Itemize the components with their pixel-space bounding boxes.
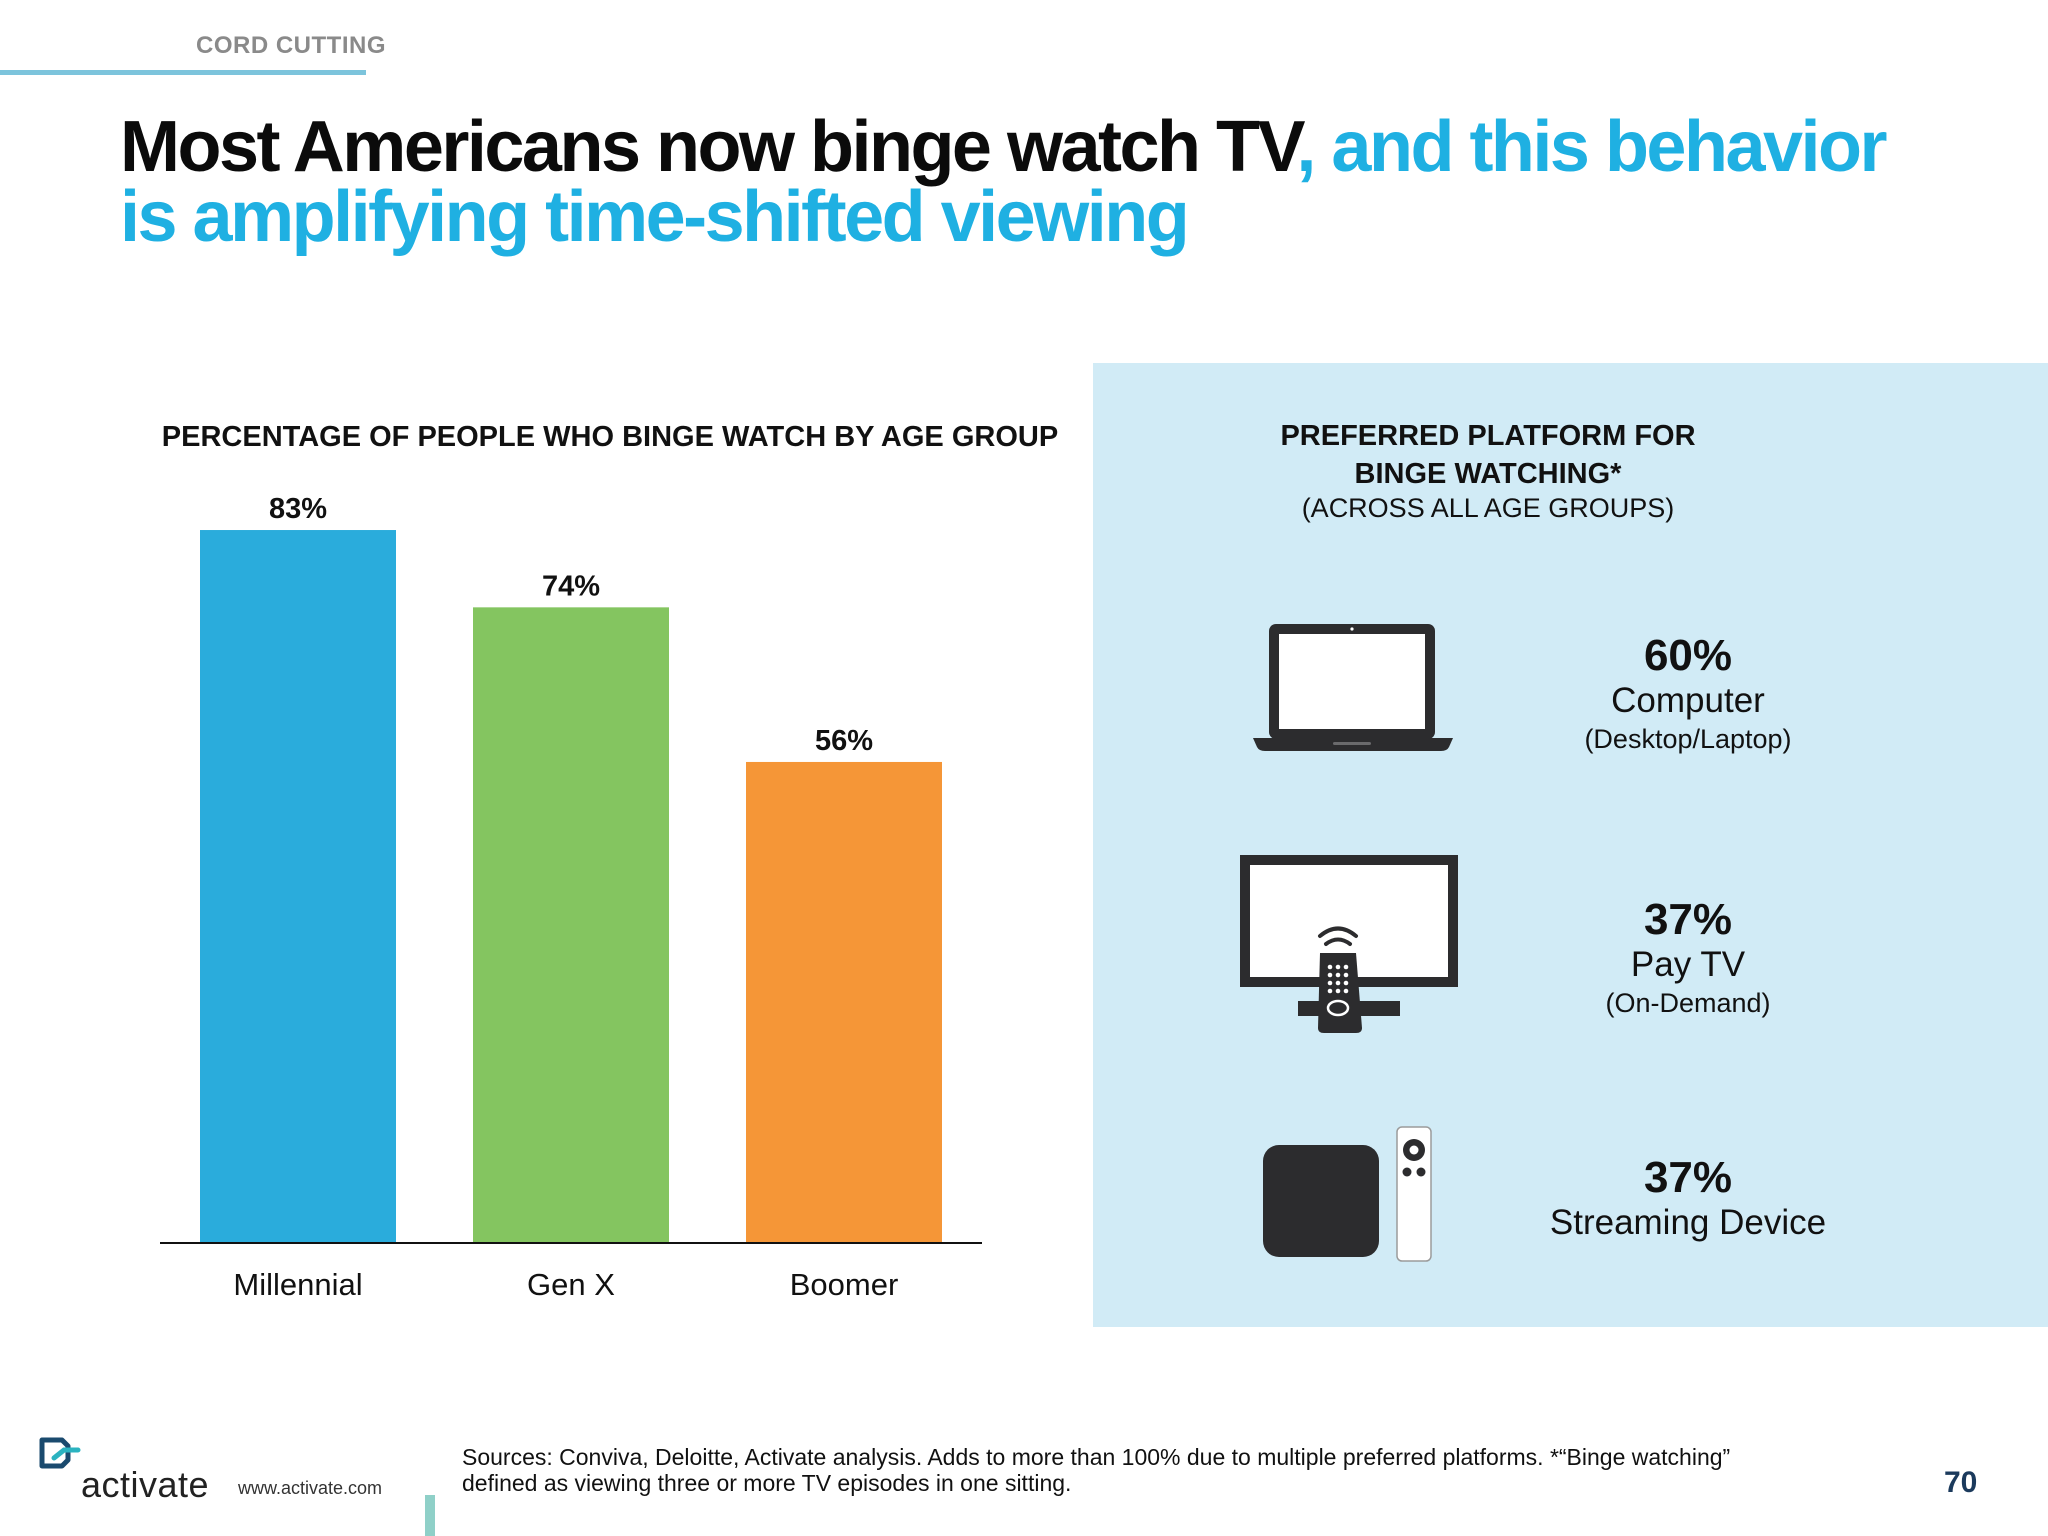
bar-millennial <box>200 530 396 1243</box>
tv-remote-icon <box>1240 855 1458 1033</box>
sources-line2: defined as viewing three or more TV epis… <box>462 1470 1072 1496</box>
sources-note: Sources: Conviva, Deloitte, Activate ana… <box>462 1444 1782 1496</box>
data-label: 83% <box>269 493 327 525</box>
page-number: 70 <box>1944 1466 1978 1499</box>
bar-gen-x <box>473 607 669 1243</box>
headline-accent: , and this behavior is amplifying time-s… <box>120 107 1888 257</box>
platform-name: Streaming Device <box>1549 1203 1827 1242</box>
headline-dark: Most Americans now binge watch TV <box>120 107 1299 187</box>
page-title: Most Americans now binge watch TV, and t… <box>120 111 1920 253</box>
platform-pct: 37% <box>1643 1153 1733 1202</box>
platform-pct: 60% <box>1643 631 1733 680</box>
footer-accent-bar <box>425 1495 435 1536</box>
section-label: CORD CUTTING <box>196 32 386 59</box>
panel-title: PREFERRED PLATFORM FOR BINGE WATCHING* <box>1093 417 1883 493</box>
panel-subtitle: (ACROSS ALL AGE GROUPS) <box>1301 493 1675 523</box>
panel-title-line2: BINGE WATCHING* <box>1354 458 1622 490</box>
platform-pay-tv: 37% Pay TV (On-Demand) <box>1493 895 1883 1021</box>
platform-name: Computer <box>1611 681 1765 720</box>
sources-line1: Sources: Conviva, Deloitte, Activate ana… <box>462 1444 1731 1470</box>
brand-name: activate <box>81 1464 210 1505</box>
streaming-box-icon <box>1263 1126 1432 1262</box>
bar-boomer <box>746 761 942 1243</box>
data-label: 56% <box>815 725 873 757</box>
platform-pct: 37% <box>1643 895 1733 944</box>
panel-title-line1: PREFERRED PLATFORM FOR <box>1280 420 1696 452</box>
category-label: Gen X <box>527 1267 615 1302</box>
data-label: 74% <box>542 570 600 602</box>
section-rule <box>0 70 366 75</box>
platform-panel: PREFERRED PLATFORM FOR BINGE WATCHING* (… <box>1093 363 2048 1327</box>
laptop-icon <box>1253 624 1453 751</box>
platform-streaming-device: 37% Streaming Device <box>1493 1153 1883 1243</box>
category-label: Boomer <box>790 1267 899 1302</box>
chart-title: PERCENTAGE OF PEOPLE WHO BINGE WATCH BY … <box>161 421 1059 453</box>
platform-computer: 60% Computer (Desktop/Laptop) <box>1493 631 1883 757</box>
platform-name: Pay TV <box>1630 945 1746 984</box>
platform-detail: (Desktop/Laptop) <box>1584 724 1792 754</box>
website-link[interactable]: www.activate.com <box>238 1478 383 1498</box>
activate-logo-icon <box>39 1437 81 1469</box>
platform-detail: (On-Demand) <box>1605 988 1771 1018</box>
bar-chart: 83% Millennial 74% Gen X 56% Boomer <box>160 493 982 1302</box>
category-label: Millennial <box>233 1267 362 1302</box>
